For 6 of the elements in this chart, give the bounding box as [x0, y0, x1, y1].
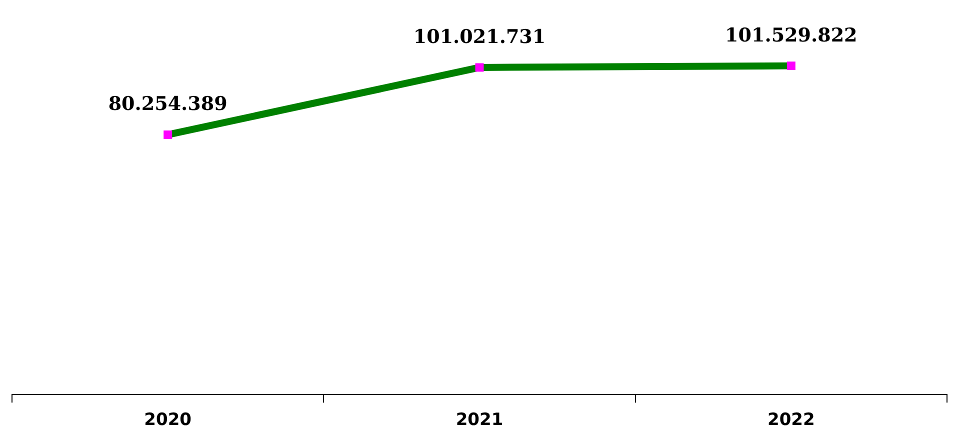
data-label: 80.254.389	[108, 93, 228, 116]
x-tick-label: 2021	[456, 410, 504, 430]
x-tick-label: 2022	[768, 410, 815, 430]
data-label: 101.529.822	[725, 24, 858, 46]
data-label: 101.021.731	[413, 26, 546, 48]
x-tick-label: 2020	[144, 410, 192, 430]
